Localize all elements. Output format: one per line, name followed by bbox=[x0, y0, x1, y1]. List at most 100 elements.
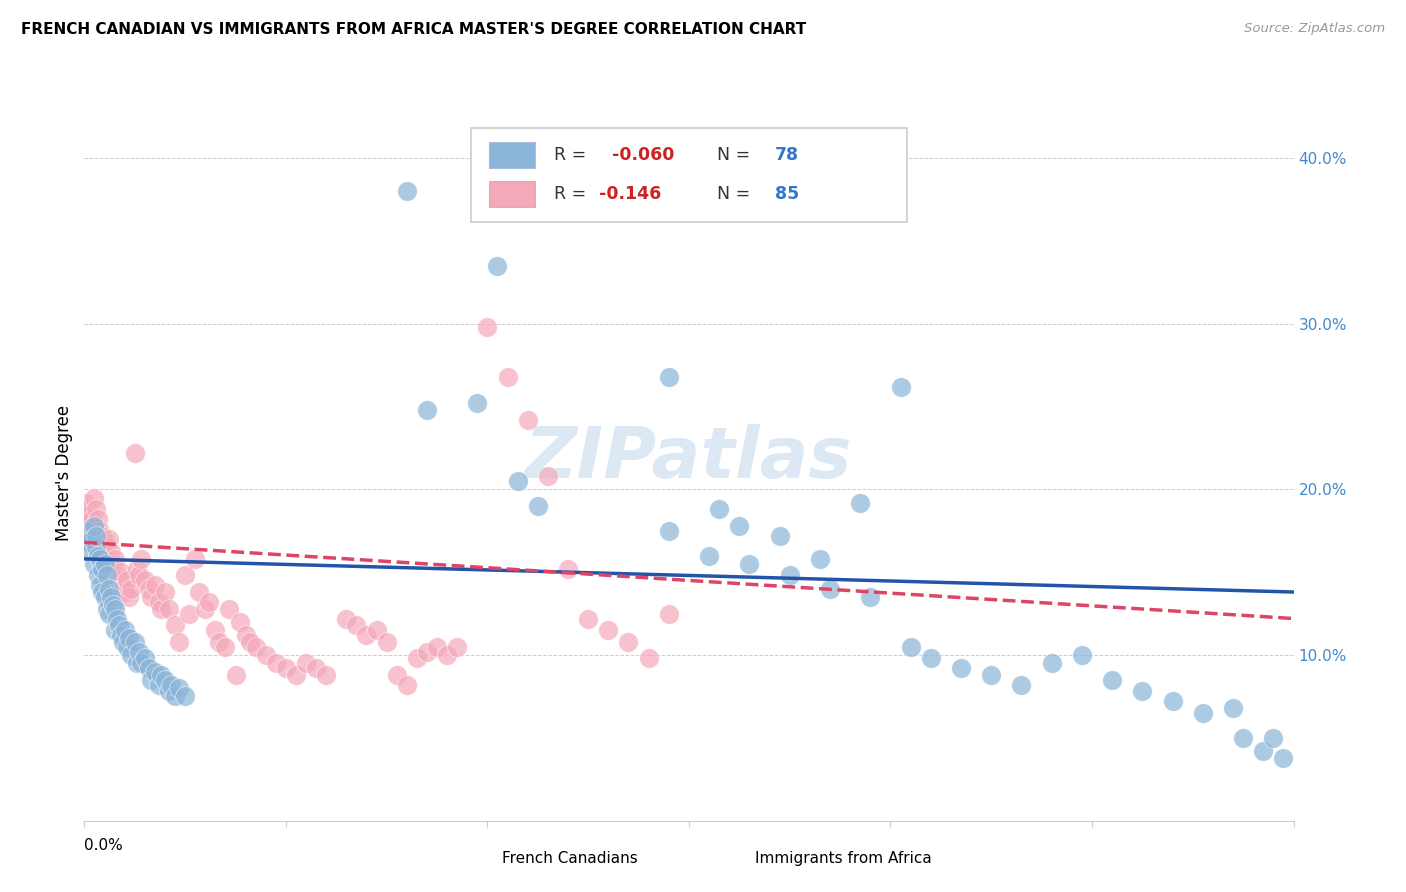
Point bbox=[779, 568, 801, 582]
Point bbox=[1040, 657, 1063, 671]
Point bbox=[153, 585, 176, 599]
Point bbox=[1192, 706, 1215, 720]
Point bbox=[658, 369, 681, 384]
Point bbox=[496, 369, 519, 384]
Text: R =: R = bbox=[554, 185, 592, 202]
Point bbox=[107, 574, 129, 588]
Point bbox=[104, 601, 127, 615]
Point bbox=[138, 661, 160, 675]
Text: FRENCH CANADIAN VS IMMIGRANTS FROM AFRICA MASTER'S DEGREE CORRELATION CHART: FRENCH CANADIAN VS IMMIGRANTS FROM AFRIC… bbox=[21, 22, 806, 37]
Point bbox=[980, 668, 1002, 682]
Point bbox=[728, 518, 751, 533]
Point bbox=[77, 518, 100, 533]
Point bbox=[89, 552, 111, 566]
Point bbox=[110, 565, 132, 579]
Point bbox=[179, 607, 201, 621]
Point bbox=[157, 684, 180, 698]
Point bbox=[315, 668, 337, 682]
Point bbox=[214, 640, 236, 654]
Point bbox=[198, 595, 221, 609]
Point bbox=[165, 690, 187, 704]
FancyBboxPatch shape bbox=[489, 142, 536, 168]
Point bbox=[114, 585, 136, 599]
Point bbox=[245, 640, 267, 654]
Point bbox=[148, 678, 170, 692]
Point bbox=[87, 549, 110, 563]
Point bbox=[138, 582, 160, 596]
Point bbox=[153, 673, 176, 687]
Point bbox=[254, 648, 277, 662]
Point bbox=[101, 599, 124, 613]
Point bbox=[87, 535, 110, 549]
Point bbox=[118, 632, 141, 646]
Point bbox=[738, 557, 761, 571]
Point bbox=[149, 668, 172, 682]
Point bbox=[104, 623, 127, 637]
Point bbox=[184, 552, 207, 566]
Point bbox=[218, 601, 240, 615]
Point bbox=[149, 601, 172, 615]
Point bbox=[87, 568, 110, 582]
Point bbox=[101, 557, 124, 571]
FancyBboxPatch shape bbox=[713, 847, 747, 870]
Point bbox=[91, 529, 114, 543]
Point bbox=[818, 582, 841, 596]
Text: R =: R = bbox=[554, 145, 592, 164]
Point bbox=[79, 507, 101, 521]
Point bbox=[86, 502, 108, 516]
Point bbox=[97, 532, 120, 546]
Point bbox=[124, 634, 146, 648]
Point bbox=[1130, 684, 1153, 698]
Point bbox=[86, 529, 108, 543]
Point bbox=[110, 628, 132, 642]
Point bbox=[115, 640, 138, 654]
Point bbox=[697, 549, 720, 563]
Point bbox=[160, 678, 183, 692]
Point bbox=[890, 379, 912, 393]
Point bbox=[557, 562, 579, 576]
Point bbox=[920, 651, 942, 665]
Point bbox=[208, 634, 231, 648]
Point bbox=[129, 657, 152, 671]
Point bbox=[167, 634, 190, 648]
Text: Source: ZipAtlas.com: Source: ZipAtlas.com bbox=[1244, 22, 1385, 36]
Point bbox=[1263, 731, 1285, 745]
Point bbox=[107, 618, 129, 632]
Point bbox=[134, 651, 156, 665]
Point bbox=[769, 529, 792, 543]
Point bbox=[143, 578, 166, 592]
Point bbox=[346, 618, 368, 632]
Point bbox=[167, 681, 190, 695]
Point bbox=[1222, 701, 1244, 715]
Point bbox=[82, 532, 104, 546]
Point bbox=[406, 651, 429, 665]
Point bbox=[100, 545, 122, 559]
Point bbox=[335, 611, 357, 625]
Point bbox=[75, 495, 97, 509]
Point bbox=[598, 623, 620, 637]
Point bbox=[385, 668, 408, 682]
Point bbox=[105, 611, 128, 625]
Point bbox=[86, 541, 108, 555]
Point bbox=[617, 634, 640, 648]
FancyBboxPatch shape bbox=[489, 180, 536, 207]
Point bbox=[228, 615, 250, 629]
Point bbox=[366, 623, 388, 637]
Point bbox=[416, 645, 439, 659]
Point bbox=[97, 607, 120, 621]
Point bbox=[111, 582, 134, 596]
Point bbox=[83, 518, 105, 533]
Point bbox=[527, 499, 550, 513]
Point bbox=[104, 552, 127, 566]
Point bbox=[436, 648, 458, 662]
Point bbox=[86, 529, 108, 543]
Point bbox=[105, 568, 128, 582]
Point bbox=[356, 628, 378, 642]
Point bbox=[1011, 678, 1033, 692]
Point bbox=[225, 668, 247, 682]
Point bbox=[91, 562, 114, 576]
Point bbox=[416, 402, 439, 417]
Point bbox=[148, 595, 170, 609]
Point bbox=[467, 396, 489, 410]
Point bbox=[120, 582, 142, 596]
